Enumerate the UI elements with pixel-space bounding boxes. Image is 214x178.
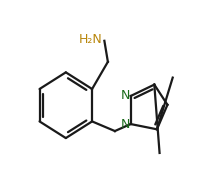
Text: N: N	[121, 118, 131, 131]
Text: N: N	[121, 89, 131, 102]
Text: H₂N: H₂N	[79, 33, 103, 46]
